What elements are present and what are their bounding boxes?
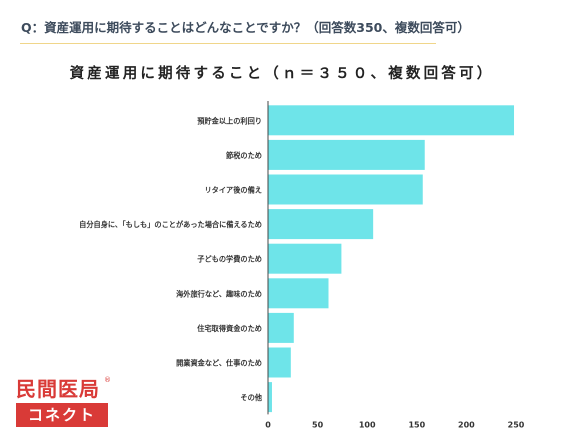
category-label-5: 子どもの学費のため	[197, 255, 262, 264]
category-label-3: リタイア後の備え	[204, 186, 262, 195]
question-text: Q：資産運用に期待することはどんなことですか？（回答数350、複数回答可）	[21, 20, 470, 35]
category-label-2: 節税のため	[225, 151, 262, 160]
chart-title: 資産運用に期待すること（ｎ＝３５０、複数回答可）	[69, 66, 495, 82]
question-divider	[20, 43, 436, 44]
bar-6	[268, 278, 329, 309]
x-tick-label-50: 50	[312, 420, 324, 429]
x-tick-label-0: 0	[265, 420, 271, 429]
category-label-6: 海外旅行など、趣味のため	[176, 289, 262, 298]
category-label-7: 住宅取得資金のため	[197, 324, 262, 333]
bar-2	[268, 139, 425, 170]
x-tick-label-200: 200	[458, 420, 475, 429]
x-tick-label-250: 250	[508, 420, 525, 429]
category-label-4: 自分自身に、「もしも」のことがあった場合に備えるため	[79, 220, 262, 229]
bar-3	[268, 174, 423, 205]
bar-9	[268, 382, 272, 413]
bar-8	[268, 347, 291, 378]
bar-4	[268, 209, 374, 240]
brand-name-bottom: コネクト	[16, 403, 108, 427]
category-label-1: 預貯金以上の利回り	[197, 116, 262, 125]
category-label-8: 開業資金など、仕事のため	[176, 359, 262, 368]
brand-logo: 民間医局 ® コネクト	[16, 376, 112, 430]
brand-name-top: 民間医局	[16, 377, 100, 401]
x-tick-label-100: 100	[359, 420, 376, 429]
brand-registered-mark: ®	[104, 376, 111, 384]
bar-1	[268, 105, 515, 136]
x-tick-label-150: 150	[408, 420, 425, 429]
category-label-9: その他	[240, 393, 262, 402]
bar-5	[268, 243, 342, 274]
bar-7	[268, 312, 294, 343]
